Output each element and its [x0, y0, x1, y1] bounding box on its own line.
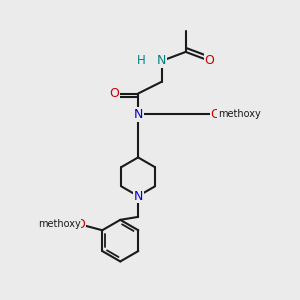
Text: methoxy: methoxy: [218, 109, 260, 119]
Text: N: N: [134, 190, 143, 202]
Text: O: O: [75, 218, 85, 231]
Text: O: O: [211, 108, 220, 121]
Text: O: O: [205, 54, 214, 67]
Text: N: N: [157, 54, 167, 67]
Text: O: O: [110, 87, 119, 100]
Text: N: N: [134, 108, 143, 121]
Text: H: H: [137, 54, 146, 67]
Text: methoxy: methoxy: [38, 219, 80, 229]
